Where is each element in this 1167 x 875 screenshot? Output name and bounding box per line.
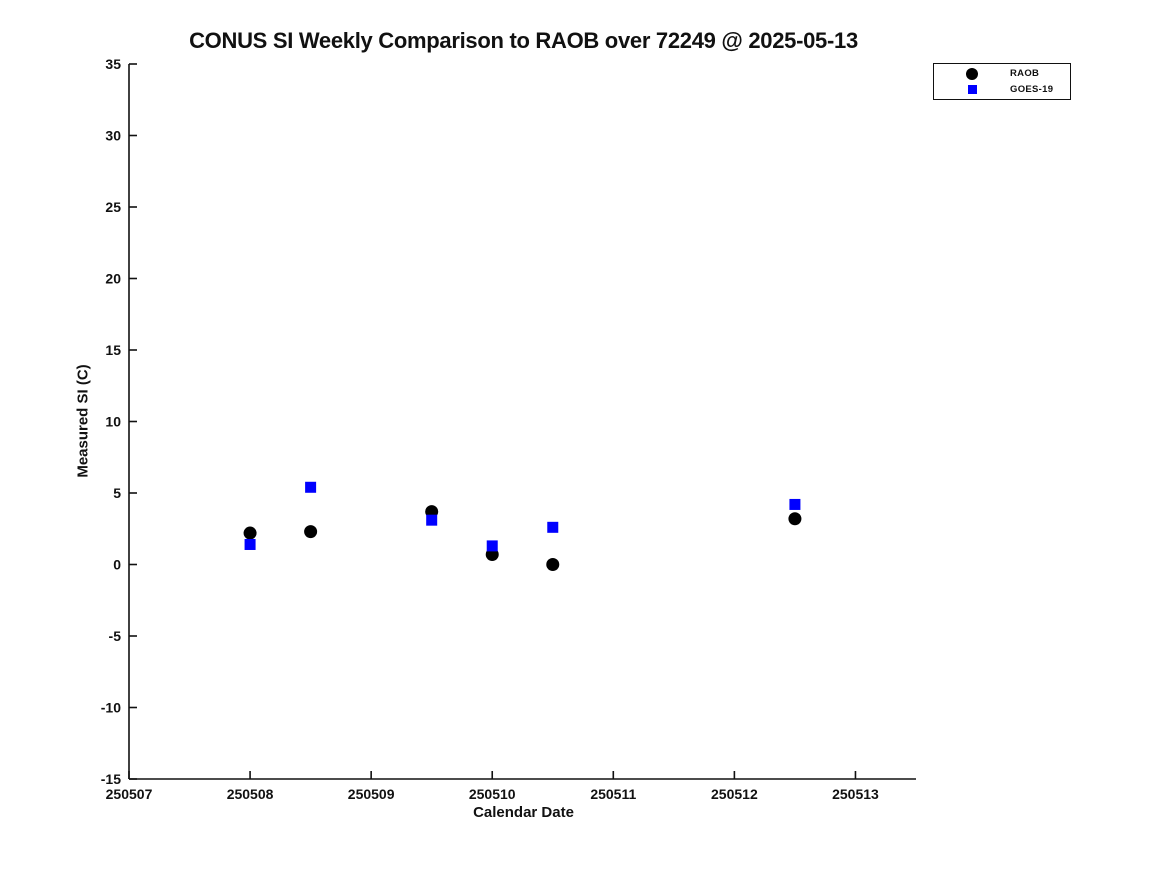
y-tick-label: 10	[105, 414, 121, 430]
legend-label-raob: RAOB	[1010, 68, 1040, 79]
goes19-data-point	[426, 514, 438, 526]
x-tick-label: 250508	[227, 786, 274, 802]
circle-marker-icon	[966, 67, 978, 80]
y-tick-label: -15	[101, 771, 121, 787]
x-axis-label: Calendar Date	[473, 804, 574, 821]
goes19-data-point	[244, 538, 256, 550]
y-tick-label: 5	[113, 485, 121, 501]
square-marker-icon	[967, 85, 977, 94]
y-tick-label: 30	[105, 128, 121, 144]
x-tick-label: 250513	[832, 786, 879, 802]
x-tick-label: 250507	[106, 786, 153, 802]
raob-data-point	[304, 525, 318, 539]
y-tick-label: 0	[113, 557, 121, 573]
goes19-data-point	[305, 481, 317, 493]
raob-data-point	[546, 558, 560, 571]
x-tick-label: 250512	[711, 786, 758, 802]
chart-title: CONUS SI Weekly Comparison to RAOB over …	[189, 28, 858, 53]
raob-data-point	[243, 526, 257, 540]
y-tick-label: 35	[105, 56, 121, 72]
y-tick-label: 15	[105, 342, 121, 358]
legend-entry-goes19: GOES-19	[934, 82, 1070, 97]
y-tick-label: 25	[105, 199, 121, 215]
legend-entry-raob: RAOB	[934, 66, 1070, 81]
y-tick-label: -5	[109, 628, 122, 644]
x-tick-label: 250509	[348, 786, 395, 802]
x-tick-label: 250510	[469, 786, 516, 802]
goes19-data-point	[547, 521, 559, 533]
y-tick-label: -10	[101, 700, 121, 716]
goes19-data-point	[486, 540, 498, 552]
goes19-data-point	[789, 498, 801, 510]
legend-label-goes19: GOES-19	[1010, 84, 1054, 95]
legend: RAOB GOES-19	[933, 63, 1071, 100]
raob-data-point	[788, 512, 802, 526]
y-tick-label: 20	[105, 271, 121, 287]
x-tick-label: 250511	[590, 786, 636, 802]
